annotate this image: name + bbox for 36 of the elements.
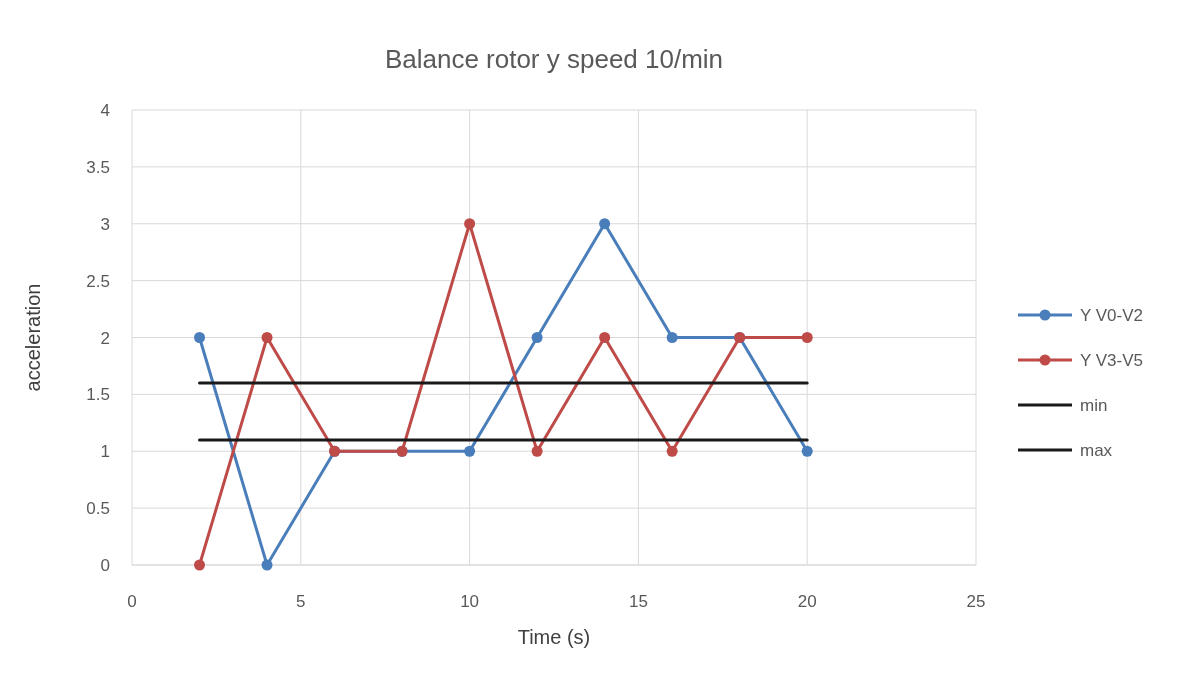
point bbox=[261, 559, 273, 571]
point bbox=[464, 445, 476, 457]
x-tick-label: 0 bbox=[127, 592, 137, 611]
point bbox=[194, 559, 206, 571]
point bbox=[531, 445, 543, 457]
y-tick-label: 3.5 bbox=[86, 157, 110, 177]
point bbox=[194, 332, 206, 343]
x-axis-title: Time (s) bbox=[517, 626, 591, 648]
point bbox=[801, 445, 813, 457]
y-tick-label: 3 bbox=[100, 214, 110, 234]
x-tick-label: 5 bbox=[296, 592, 306, 611]
point bbox=[801, 332, 813, 343]
y-tick-label: 4 bbox=[100, 101, 110, 120]
point bbox=[599, 218, 611, 230]
x-tick-label: 10 bbox=[460, 592, 480, 611]
point bbox=[531, 332, 543, 343]
y-tick-label: 0 bbox=[100, 556, 110, 575]
legend-label: Y V3-V5 bbox=[1080, 351, 1144, 370]
y-tick-label: 0.5 bbox=[86, 499, 110, 519]
point bbox=[666, 445, 678, 457]
point bbox=[599, 332, 611, 343]
legend-label: min bbox=[1080, 396, 1108, 415]
x-tick-label: 25 bbox=[966, 592, 986, 611]
y-axis-title: acceleration bbox=[22, 283, 44, 392]
y-tick-label: 2 bbox=[100, 328, 110, 348]
legend-label: Y V0-V2 bbox=[1080, 306, 1144, 325]
chart-title: Balance rotor y speed 10/min bbox=[384, 44, 724, 74]
point bbox=[666, 332, 678, 343]
point bbox=[261, 332, 273, 343]
point bbox=[464, 218, 476, 230]
y-tick-label: 1.5 bbox=[86, 385, 110, 405]
y-tick-label: 2.5 bbox=[86, 271, 110, 291]
legend-label: max bbox=[1080, 441, 1113, 460]
y-tick-label: 1 bbox=[100, 442, 110, 462]
x-tick-label: 20 bbox=[797, 592, 817, 611]
x-tick-label: 15 bbox=[628, 592, 648, 611]
